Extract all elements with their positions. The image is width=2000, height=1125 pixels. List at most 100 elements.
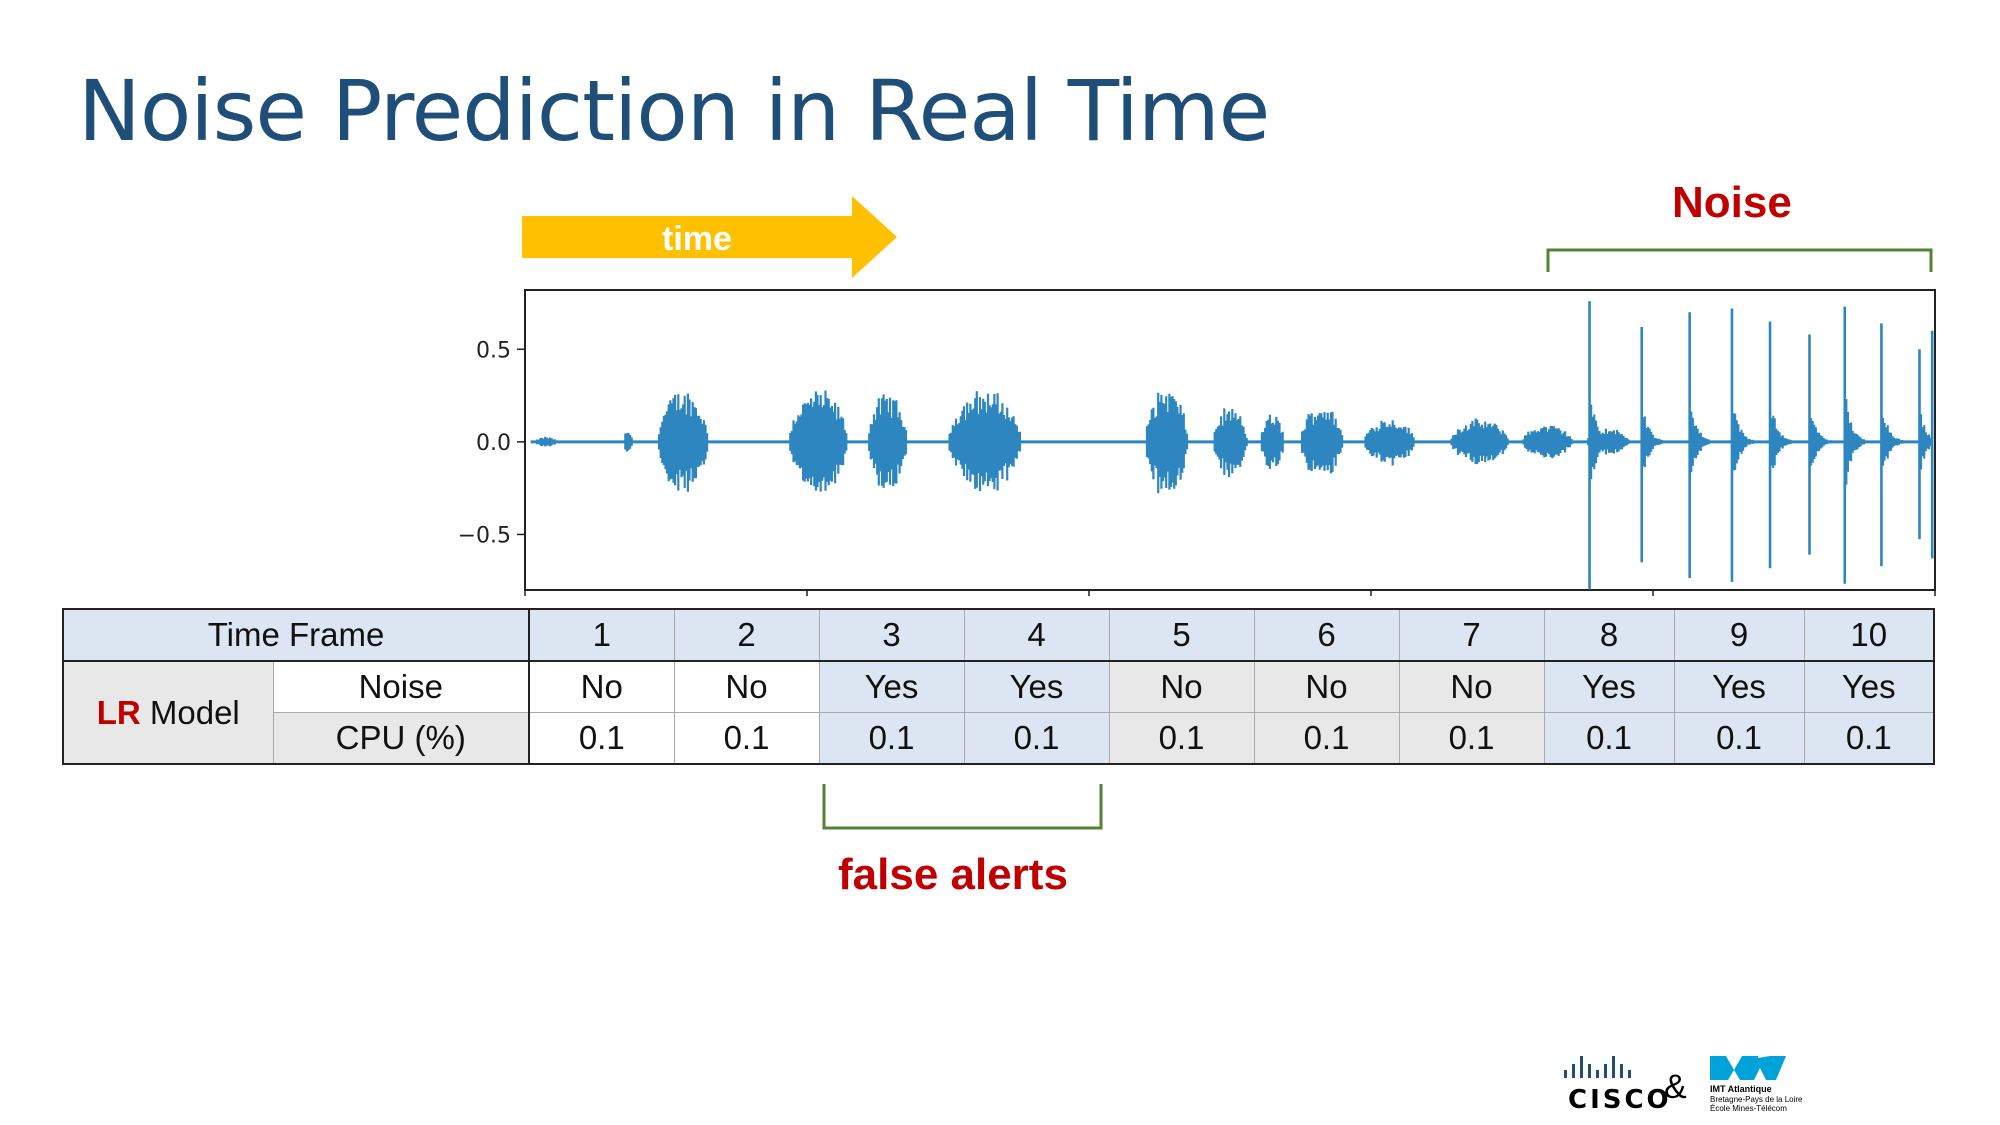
imt-atlantique-logo: IMT Atlantique Bretagne-Pays de la Loire… — [1710, 1056, 1803, 1113]
frame-cell: 2 — [673, 608, 820, 662]
y-tick-label: −0.5 — [458, 523, 511, 548]
time-frame-row: Time Frame 1 2 3 4 5 6 7 8 9 10 — [62, 608, 1935, 662]
frame-cell: 5 — [1108, 608, 1255, 662]
waveform-burst — [868, 394, 908, 488]
cpu-cell: 0.1 — [818, 712, 965, 765]
waveform-spike — [1843, 306, 1867, 584]
cisco-bars-icon — [1564, 1056, 1631, 1078]
noise-cell: No — [528, 660, 675, 713]
spike-tail — [1882, 417, 1904, 466]
noise-cell: Yes — [1803, 660, 1935, 713]
waveform-burst — [658, 393, 709, 492]
spike-tail — [1590, 404, 1612, 480]
waveform-burst-path — [1213, 408, 1248, 478]
ampersand: & — [1664, 1068, 1687, 1106]
time-frame-header: Time Frame — [62, 608, 530, 662]
noise-cell: Yes — [1543, 660, 1675, 713]
waveform-burst-path — [1450, 418, 1511, 465]
cpu-cell: 0.1 — [528, 712, 675, 765]
spike-tail — [1642, 416, 1664, 468]
noise-row: LR Model Noise No No Yes Yes No No No Ye… — [62, 660, 1935, 765]
waveform-burst — [1213, 408, 1248, 478]
model-suffix: Model — [140, 693, 240, 731]
waveform-burst-path — [536, 436, 558, 447]
waveform-burst — [1301, 411, 1344, 474]
time-frame-table: Time Frame 1 2 3 4 5 6 7 8 9 10 LR Model… — [62, 608, 1935, 765]
time-arrow-label: time — [662, 220, 732, 258]
frame-cell: 6 — [1253, 608, 1400, 662]
imt-logo-icon — [1710, 1056, 1786, 1080]
noise-bracket — [1546, 248, 1933, 272]
y-tick-label: 0.5 — [476, 338, 511, 363]
waveform-series — [530, 301, 1934, 590]
noise-cell: No — [673, 660, 820, 713]
waveform-burst-path — [1522, 425, 1573, 459]
cpu-cell: 0.1 — [963, 712, 1110, 765]
waveform-burst — [624, 432, 633, 452]
waveform-burst — [1522, 425, 1573, 459]
waveform-spike — [1588, 301, 1612, 590]
model-label: LR Model — [62, 660, 274, 765]
waveform-burst — [789, 390, 849, 492]
noise-label: Noise — [1672, 178, 1792, 227]
spike-tail — [1810, 418, 1832, 466]
spike-tail — [1690, 411, 1712, 473]
false-alerts-label: false alerts — [838, 850, 1068, 899]
cpu-cell: 0.1 — [1253, 712, 1400, 765]
waveform-spike — [1880, 323, 1904, 567]
waveform-burst-path — [948, 391, 1022, 492]
cpu-cell: 0.1 — [673, 712, 820, 765]
model-prefix: LR — [96, 693, 141, 731]
waveform-burst-path — [624, 432, 633, 452]
cpu-row: CPU (%) 0.1 0.1 0.1 0.1 0.1 0.1 0.1 0.1 … — [63, 712, 1935, 765]
waveform-burst — [1145, 392, 1189, 494]
spike-tail — [1732, 413, 1754, 471]
cpu-cell: 0.1 — [1803, 712, 1935, 765]
waveform-burst-path — [658, 393, 709, 492]
false-alerts-bracket — [822, 784, 1103, 830]
cpu-row-label: CPU (%) — [272, 712, 530, 765]
spike-tail — [1770, 415, 1792, 468]
cpu-cell: 0.1 — [1673, 712, 1805, 765]
frame-cell: 4 — [963, 608, 1110, 662]
waveform-burst — [1260, 414, 1284, 469]
waveform-burst — [1364, 420, 1415, 466]
waveform-burst-path — [1364, 420, 1415, 466]
waveform-burst — [1450, 418, 1511, 465]
y-tick-label: 0.0 — [476, 431, 511, 456]
waveform-chart: 0.5 0.0 −0.5 — [458, 289, 1936, 596]
time-arrow: time — [522, 196, 897, 278]
waveform-burst-path — [1301, 411, 1344, 474]
time-arrow-shape — [522, 196, 897, 278]
frame-cell: 3 — [818, 608, 965, 662]
waveform-burst-path — [868, 394, 908, 488]
frame-cell: 7 — [1398, 608, 1545, 662]
waveform-spike — [1640, 327, 1664, 563]
noise-cell: No — [1398, 660, 1545, 713]
waveform-burst — [536, 436, 558, 447]
frame-cell: 8 — [1543, 608, 1675, 662]
waveform-burst-path — [1145, 392, 1189, 494]
waveform-spike — [1768, 321, 1792, 569]
noise-row-label: Noise — [272, 660, 530, 713]
noise-cell: Yes — [963, 660, 1110, 713]
cpu-cell: 0.1 — [1543, 712, 1675, 765]
footer-logos: CISCO & IMT Atlantique Bretagne-Pays de … — [1564, 1056, 1803, 1115]
noise-cell: Yes — [818, 660, 965, 713]
cisco-logo: CISCO — [1564, 1056, 1669, 1115]
frame-cell: 9 — [1673, 608, 1805, 662]
frame-cell: 1 — [528, 608, 675, 662]
cpu-cell: 0.1 — [1398, 712, 1545, 765]
waveform-burst — [948, 391, 1022, 492]
noise-cell: Yes — [1673, 660, 1805, 713]
waveform-burst-path — [1260, 414, 1284, 469]
imt-line3: École Mines-Télécom — [1710, 1104, 1787, 1113]
imt-line2: Bretagne-Pays de la Loire — [1710, 1095, 1803, 1104]
waveform-spike — [1730, 308, 1754, 582]
noise-cell: No — [1253, 660, 1400, 713]
waveform-spike — [1918, 349, 1932, 540]
waveform-burst-path — [789, 390, 849, 492]
noise-cell: No — [1108, 660, 1255, 713]
imt-name: IMT Atlantique — [1710, 1084, 1772, 1094]
page-title: Noise Prediction in Real Time — [78, 62, 1270, 160]
